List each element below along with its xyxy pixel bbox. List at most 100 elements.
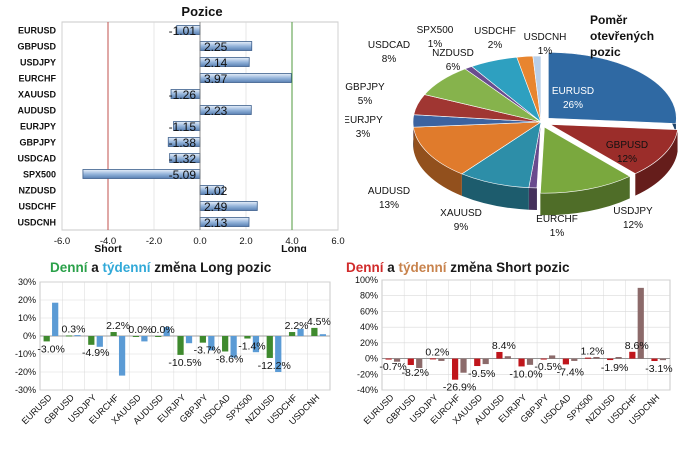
pie-slice-side xyxy=(635,129,678,196)
value-label: -3.0% xyxy=(37,343,64,355)
category-label: EURJPY xyxy=(20,122,56,132)
change-bar xyxy=(540,358,547,360)
value-label: 3.97 xyxy=(204,72,228,86)
value-label: -8.6% xyxy=(216,353,243,365)
category-label: USDCAD xyxy=(17,154,56,164)
value-label: -8.2% xyxy=(402,367,429,379)
change-bar xyxy=(222,336,229,352)
value-label: 2.14 xyxy=(204,56,228,70)
value-label: -1.01 xyxy=(169,24,197,38)
change-bar xyxy=(163,327,170,336)
change-bar xyxy=(496,351,503,359)
y-tick-label: 20% xyxy=(360,338,378,348)
value-label: 0.3% xyxy=(61,323,85,335)
change-bar xyxy=(393,358,401,362)
y-tick-label: -10% xyxy=(15,349,36,359)
value-label: 1.02 xyxy=(204,184,228,198)
change-bar xyxy=(52,302,59,336)
value-label: -1.38 xyxy=(169,136,197,150)
change-bar xyxy=(288,332,296,336)
change-bar xyxy=(199,336,206,343)
y-tick-label: -20% xyxy=(15,367,36,377)
change-bar xyxy=(482,358,489,365)
pie-label: USDCNH xyxy=(524,32,567,43)
change-bar xyxy=(584,357,592,359)
change-bar xyxy=(208,336,215,351)
pie-percent: 12% xyxy=(623,220,643,231)
value-label: 8.6% xyxy=(625,340,649,352)
change-bar xyxy=(416,358,423,368)
value-label: -4.9% xyxy=(82,347,109,359)
x-tick-label: -6.0 xyxy=(54,236,70,247)
pie-slice xyxy=(532,55,542,123)
pie-percent: 3% xyxy=(356,129,371,140)
chart-title: Pozice xyxy=(181,4,222,19)
value-label: 2.49 xyxy=(204,200,228,214)
value-label: 0.0% xyxy=(151,324,175,336)
change-bar xyxy=(593,357,600,359)
y-tick-label: 80% xyxy=(360,291,378,301)
change-bar xyxy=(118,336,126,376)
change-bar xyxy=(549,355,556,359)
y-tick-label: -40% xyxy=(357,385,378,395)
value-label: 8.4% xyxy=(492,340,516,352)
title-part: týdenní xyxy=(399,260,448,275)
y-tick-label: -20% xyxy=(357,369,378,379)
value-label: 0.2% xyxy=(425,346,449,358)
pie-slice xyxy=(548,51,677,124)
pie-slice-side xyxy=(528,187,537,210)
change-bar xyxy=(615,357,622,359)
pie-slice-side xyxy=(413,127,462,196)
title-part: a xyxy=(88,260,103,275)
title-part: Denní xyxy=(346,260,385,275)
title-part: Denní xyxy=(50,260,89,275)
pie-percent: 1% xyxy=(550,228,565,239)
change-bar xyxy=(141,336,148,342)
value-label: -10.0% xyxy=(509,368,542,380)
value-label: 0.0% xyxy=(128,324,152,336)
value-label: -3.7% xyxy=(194,345,221,357)
title-part: změna Short pozic xyxy=(447,260,571,275)
y-tick-label: 20% xyxy=(18,295,36,305)
value-label: 2.2% xyxy=(106,320,130,332)
value-label: -1.15 xyxy=(169,120,197,134)
change-bar xyxy=(275,336,282,372)
change-bar xyxy=(132,336,140,337)
pie-title: pozic xyxy=(590,45,621,59)
value-label: 2.25 xyxy=(204,40,228,54)
pie-slice xyxy=(413,121,543,175)
y-tick-label: 60% xyxy=(360,306,378,316)
change-bar xyxy=(407,358,414,366)
category-label: SPX500 xyxy=(23,170,56,180)
change-bar xyxy=(562,358,569,365)
change-bar xyxy=(252,336,260,353)
change-bar xyxy=(385,358,392,360)
pie-percent: 8% xyxy=(382,54,397,65)
pie-percent: 5% xyxy=(358,96,373,107)
x-tick-label: 0.0 xyxy=(193,236,206,247)
pie-percent: 1% xyxy=(428,39,443,50)
change-bar xyxy=(452,358,459,380)
x-tick-label: -2.0 xyxy=(146,236,162,247)
change-bar xyxy=(297,328,304,336)
value-label: -1.4% xyxy=(238,341,265,353)
change-bar xyxy=(474,358,481,367)
value-label: -9.5% xyxy=(468,368,495,380)
category-label: AUDUSD xyxy=(17,106,56,116)
pie-label: GBPUSD xyxy=(606,140,648,151)
category-label: NZDUSD xyxy=(19,186,57,196)
open-positions-pie-svg: Poměr otevřených pozic EURUSD 26% GBPUSD 12% US… xyxy=(343,13,678,239)
change-bar xyxy=(629,351,636,359)
chart-title: Denní a týdenní změna Long pozic xyxy=(50,260,272,275)
change-bar xyxy=(88,336,95,345)
positions-chart-svg: Pozice -6.0 -4.0 -2.0 0.0 2.0 4.0 6.0 Short Long E… xyxy=(17,4,344,255)
change-bar xyxy=(155,336,162,337)
y-tick-label: 100% xyxy=(355,275,378,285)
pie-title: otevřených xyxy=(590,29,654,43)
pie-percent: 1% xyxy=(538,46,553,57)
change-bar xyxy=(429,358,437,360)
positions-chart: Pozice -6.0 -4.0 -2.0 0.0 2.0 4.0 6.0 Short Long E… xyxy=(0,0,345,255)
pie-label: USDCHF xyxy=(474,26,516,37)
change-bar xyxy=(185,336,193,344)
pie-label: USDCAD xyxy=(368,40,410,51)
